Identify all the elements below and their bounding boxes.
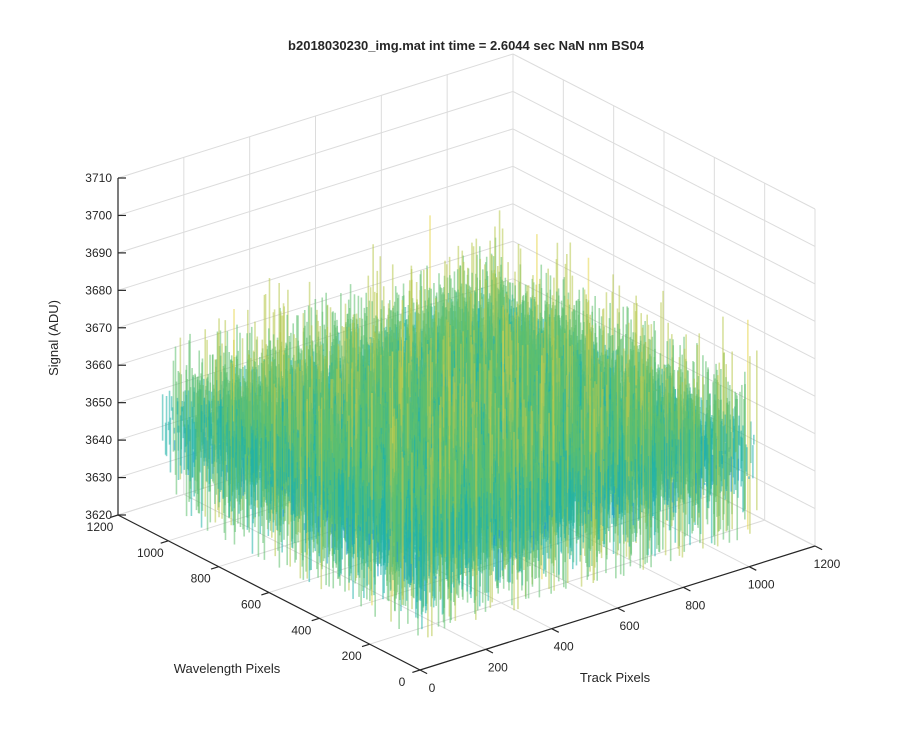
surface-layer: [163, 210, 757, 637]
